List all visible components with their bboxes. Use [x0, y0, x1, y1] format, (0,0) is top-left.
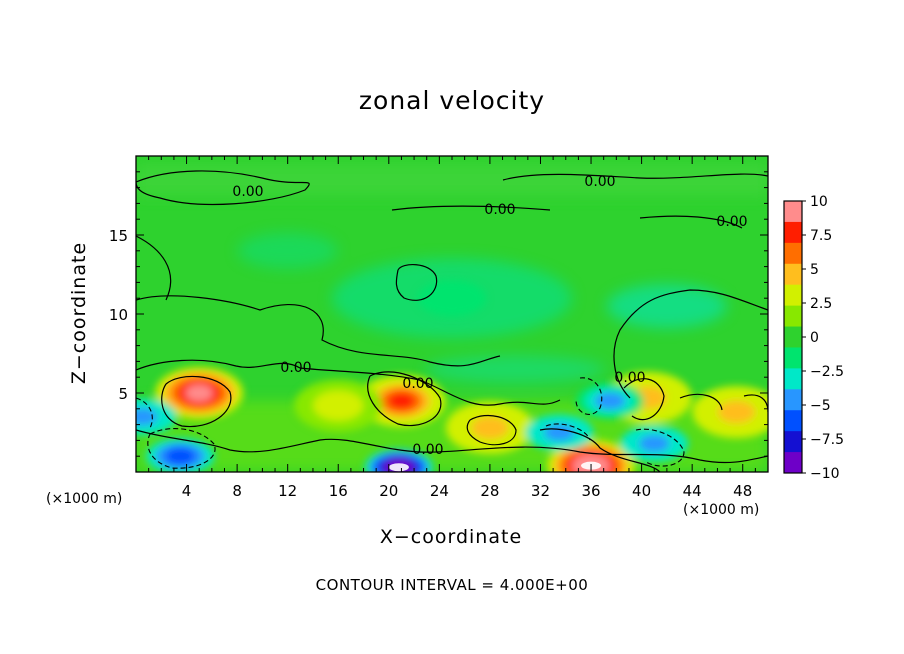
colorbar-segment — [784, 347, 802, 369]
y-axis-label: Z−coordinate — [68, 241, 90, 385]
contour-zero — [639, 215, 743, 229]
contour-negative — [635, 428, 685, 467]
contour-interval-note: CONTOUR INTERVAL = 4.000E+00 — [315, 576, 589, 594]
colorbar-tick-label: −7.5 — [810, 432, 844, 448]
field-maximum — [717, 400, 756, 424]
contour-zero — [367, 371, 442, 427]
shade-blob — [237, 232, 338, 269]
field-maximum — [471, 416, 509, 440]
contour-label: 0.00 — [280, 360, 311, 376]
extremum-core — [388, 463, 409, 472]
y-axis-unit: (×1000 m) — [46, 491, 123, 507]
velocity-field — [136, 156, 768, 472]
field-minimum — [136, 408, 158, 426]
colorbar-tick-label: 5 — [810, 262, 819, 278]
field-minimum — [594, 392, 626, 410]
contour-negative — [575, 377, 603, 415]
contour-label: 0.00 — [484, 202, 515, 218]
contour-zero — [136, 235, 501, 367]
x-tick-label: 20 — [379, 482, 398, 500]
colorbar-segment — [784, 410, 802, 432]
field-minimum — [164, 447, 196, 465]
contour-lines: 0.00 0.00 0.00 0.00 0.00 0.00 0.00 0.00 — [136, 170, 768, 472]
x-tick-label: 4 — [182, 482, 192, 500]
colorbar-segment — [784, 452, 802, 474]
contour-negative — [136, 397, 153, 429]
contour-zero — [623, 378, 665, 421]
field-maximum — [313, 390, 364, 421]
colorbar-tick-label: 7.5 — [810, 228, 832, 244]
x-tick-label: 28 — [480, 482, 499, 500]
x-axis-label: X−coordinate — [379, 526, 523, 548]
colorbar-segment — [784, 431, 802, 453]
colorbar-segment — [784, 221, 802, 244]
x-tick-label: 44 — [683, 482, 702, 500]
chart-title: zonal velocity — [358, 86, 546, 115]
contour-zero — [136, 429, 768, 464]
x-tick-label: 36 — [581, 482, 600, 500]
field-minimum — [544, 423, 575, 442]
colorbar: 10 7.5 5 2.5 0 −2.5 −5 −7.5 −10 — [783, 194, 844, 482]
contour-negative — [545, 423, 591, 441]
shade-blob — [425, 355, 606, 384]
contour-label: 0.00 — [402, 376, 433, 392]
field-maximum — [185, 384, 213, 402]
contour-zero — [466, 415, 517, 446]
contour-zero — [136, 170, 310, 206]
x-tick-label: 40 — [632, 482, 651, 500]
contour-zero — [539, 428, 661, 472]
contour-zero — [395, 264, 438, 301]
field-minimum — [418, 280, 486, 317]
y-tick-label: 15 — [109, 227, 128, 245]
x-tick-label: 12 — [278, 482, 297, 500]
y-tick-label: 10 — [109, 306, 128, 324]
y-tick-label: 5 — [118, 385, 128, 403]
x-tick-label: 32 — [531, 482, 550, 500]
colorbar-segment — [784, 263, 802, 286]
field-extrema — [136, 280, 768, 472]
colorbar-tick-label: 0 — [810, 330, 819, 346]
colorbar-tick-label: −2.5 — [810, 364, 844, 380]
x-tick-label: 16 — [329, 482, 348, 500]
x-tick-label: 48 — [733, 482, 752, 500]
colorbar-tick-label: 2.5 — [810, 296, 832, 312]
field-maximum — [387, 392, 416, 410]
x-axis-unit: (×1000 m) — [683, 502, 760, 518]
colorbar-segment — [784, 305, 802, 328]
contour-label: 0.00 — [232, 184, 263, 200]
contour-label: 0.00 — [412, 442, 443, 458]
colorbar-segment — [784, 284, 802, 307]
colorbar-segment — [784, 389, 802, 411]
contour-zero — [136, 359, 561, 406]
contour-negative — [147, 428, 216, 469]
contour-label: 0.00 — [614, 370, 645, 386]
field-minimum — [638, 434, 670, 453]
shade-band — [136, 163, 768, 196]
contour-zero — [391, 205, 551, 211]
colorbar-segment — [784, 242, 802, 265]
contour-label: 0.00 — [716, 214, 747, 230]
colorbar-tick-label: 10 — [810, 194, 828, 210]
contour-zero — [502, 173, 768, 181]
colorbar-segment — [784, 326, 802, 348]
contour-zero — [679, 393, 723, 411]
x-tick-label: 8 — [232, 482, 242, 500]
x-tick-label: 24 — [430, 482, 449, 500]
colorbar-tick-label: −10 — [810, 466, 840, 482]
colorbar-segment — [784, 368, 802, 390]
colorbar-tick-label: −5 — [810, 398, 831, 414]
contour-zero — [613, 289, 768, 399]
shade-blob — [606, 284, 727, 329]
contour-label: 0.00 — [584, 174, 615, 190]
contour-zero — [161, 375, 232, 428]
colorbar-segment — [784, 201, 802, 223]
